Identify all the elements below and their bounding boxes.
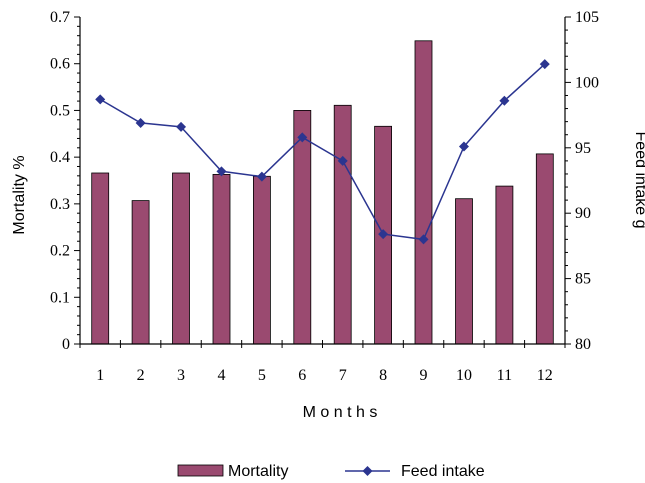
x-tick-label: 10 <box>456 367 472 384</box>
feed-intake-line <box>99 63 546 241</box>
legend-label-mortality: Mortality <box>228 463 288 480</box>
feed-intake-point <box>418 234 429 245</box>
y2-tick-label: 100 <box>575 74 599 91</box>
y2-axis-title: Feed intake g <box>632 132 645 229</box>
x-tick-label: 9 <box>420 367 428 384</box>
x-tick-label: 2 <box>137 367 145 384</box>
feed-intake-point <box>256 171 267 182</box>
mortality-bar <box>91 172 110 345</box>
legend-swatch-mortality <box>177 464 224 477</box>
mortality-bar <box>252 175 271 345</box>
feed-intake-point <box>499 95 510 106</box>
legend-marker-feed-intake <box>362 466 373 476</box>
mortality-bar <box>131 200 150 345</box>
x-tick-label: 5 <box>258 367 266 384</box>
mortality-bars <box>91 40 554 345</box>
y2-tick-label: 105 <box>575 9 599 26</box>
feed-intake-point <box>378 229 389 240</box>
feed-intake-point <box>135 117 146 128</box>
x-tick-label: 3 <box>177 367 185 384</box>
y-tick-label: 0.1 <box>50 289 70 306</box>
feed-intake-point <box>297 132 308 143</box>
x-tick-label: 12 <box>537 367 553 384</box>
x-axis-title: M o n t h s <box>303 404 378 421</box>
legend-label-feed-intake: Feed intake <box>401 463 485 480</box>
y-tick-label: 0.7 <box>50 9 70 26</box>
x-tick-label: 8 <box>379 367 387 384</box>
mortality-bar <box>414 40 433 345</box>
x-tick-label: 1 <box>96 367 104 384</box>
feed-intake-point <box>337 155 348 166</box>
mortality-bar <box>535 153 554 345</box>
mortality-bar <box>212 173 231 345</box>
y2-tick-label: 80 <box>575 336 591 353</box>
feed-intake-line-layer <box>95 59 550 245</box>
y2-tick-label: 95 <box>575 140 591 157</box>
mortality-bar <box>455 198 473 345</box>
feed-intake-point <box>95 94 106 105</box>
y-tick-label: 0.3 <box>50 196 70 213</box>
chart-legend: Mortality Feed intake <box>177 463 485 480</box>
feed-intake-point <box>539 59 550 70</box>
y-tick-label: 0.6 <box>50 56 70 73</box>
feed-intake-point <box>458 141 469 152</box>
y2-tick-label: 90 <box>575 205 591 222</box>
y2-tick-label: 85 <box>575 271 591 288</box>
mortality-bar <box>293 110 312 345</box>
x-tick-label: 7 <box>339 367 347 384</box>
chart-axes <box>74 16 571 348</box>
y-tick-label: 0.4 <box>50 149 70 166</box>
mortality-bar <box>172 172 190 345</box>
x-tick-label: 11 <box>497 367 512 384</box>
x-tick-label: 4 <box>217 367 225 384</box>
y-tick-label: 0.2 <box>50 243 70 260</box>
x-tick-label: 6 <box>298 367 306 384</box>
mortality-bar <box>495 185 514 345</box>
y-axis-title: Mortality % <box>11 155 28 234</box>
feed-intake-point <box>216 166 227 177</box>
y-tick-label: 0.5 <box>50 102 70 119</box>
feed-intake-point <box>176 121 187 132</box>
y-tick-label: 0 <box>62 336 70 353</box>
mortality-bar <box>333 104 352 345</box>
